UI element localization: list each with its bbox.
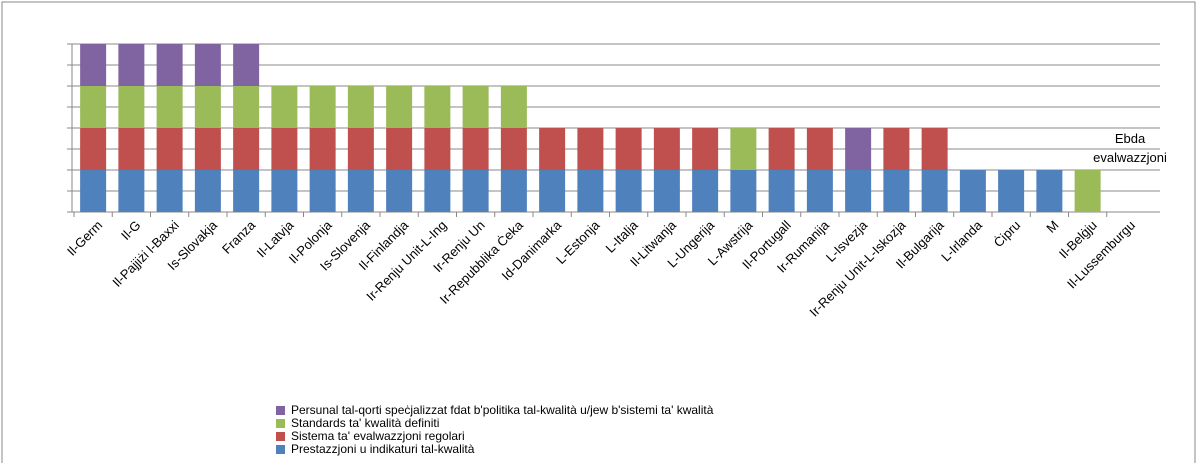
bar-segment <box>118 44 145 86</box>
bar-segment <box>462 86 489 128</box>
bar-segment <box>80 128 107 170</box>
bar-segment <box>156 170 183 212</box>
bar-segment <box>233 86 260 128</box>
bar-segment <box>424 86 451 128</box>
bar-segment <box>615 170 642 212</box>
bar-segment <box>1074 170 1101 212</box>
bar-segment <box>921 170 948 212</box>
bar-segment <box>309 128 336 170</box>
bar-segment <box>692 128 719 170</box>
bar-segment <box>730 170 757 212</box>
x-tick-label: Il-Pajjiżi l-Baxxi <box>109 217 181 289</box>
x-tick-label: Franza <box>219 217 259 257</box>
bar-segment <box>194 170 221 212</box>
bar-segment <box>615 128 642 170</box>
bar-segment <box>768 170 795 212</box>
bar-segment <box>730 128 757 170</box>
annotation: evalwazzjoni <box>1093 150 1167 165</box>
bar-segment <box>156 86 183 128</box>
bar-segment <box>80 170 107 212</box>
bar-segment <box>424 170 451 212</box>
legend-swatch <box>276 445 285 454</box>
legend-swatch <box>276 406 285 415</box>
bar-segment <box>692 170 719 212</box>
bar-segment <box>653 170 680 212</box>
bar-segment <box>309 86 336 128</box>
bar-segment <box>424 128 451 170</box>
bar-segment <box>921 128 948 170</box>
bar-segment <box>271 86 298 128</box>
bar-segment <box>80 44 107 86</box>
bar-segment <box>845 170 872 212</box>
legend-label: Prestazzjoni u indikaturi tal-kwalità <box>291 442 475 456</box>
bar-segment <box>462 170 489 212</box>
bar-segment <box>768 128 795 170</box>
legend-label: Persunal tal-qorti speċjalizzat fdat b'p… <box>291 403 714 417</box>
x-tick-label: Il-Lussemburgu <box>1064 218 1138 292</box>
bar-segment <box>806 170 833 212</box>
bar-segment <box>118 170 145 212</box>
bar-segment <box>118 86 145 128</box>
bar-segment <box>271 128 298 170</box>
bar-segment <box>577 170 604 212</box>
legend-swatch <box>276 419 285 428</box>
bar-segment <box>998 170 1025 212</box>
legend-swatch <box>276 432 285 441</box>
bar-segment <box>500 86 527 128</box>
bar-segment <box>194 128 221 170</box>
x-tick-label: Il-Germ <box>64 218 105 259</box>
bar-segment <box>539 128 566 170</box>
bar-segment <box>500 128 527 170</box>
bar-segment <box>883 128 910 170</box>
x-tick-label: Il-G <box>118 218 143 243</box>
bar-segment <box>233 44 260 86</box>
bar-segment <box>386 86 413 128</box>
x-tick-label: M <box>1043 218 1061 236</box>
bar-segment <box>347 128 374 170</box>
bar-segment <box>500 170 527 212</box>
x-tick-label: L-Irlanda <box>938 217 985 264</box>
bar-segment <box>156 44 183 86</box>
bar-segment <box>959 170 986 212</box>
x-tick-label: Ċipru <box>991 218 1024 251</box>
bar-segment <box>80 86 107 128</box>
annotation: Ebda <box>1115 131 1146 146</box>
legend-label: Sistema ta' evalwazzjoni regolari <box>291 429 465 443</box>
bar-segment <box>271 170 298 212</box>
bar-segment <box>347 170 374 212</box>
bar-segment <box>233 128 260 170</box>
bar-segment <box>577 128 604 170</box>
bar-segment <box>233 170 260 212</box>
bar-segment <box>653 128 680 170</box>
bar-segment <box>194 44 221 86</box>
bar-segment <box>1036 170 1063 212</box>
bar-segment <box>156 128 183 170</box>
bar-segment <box>194 86 221 128</box>
legend-label: Standards ta' kwalità definiti <box>291 416 439 430</box>
bar-segment <box>806 128 833 170</box>
bar-segment <box>462 128 489 170</box>
bar-segment <box>118 128 145 170</box>
bar-segment <box>386 128 413 170</box>
bar-segment <box>386 170 413 212</box>
bar-segment <box>347 86 374 128</box>
bar-segment <box>539 170 566 212</box>
bar-segment <box>309 170 336 212</box>
bar-segment <box>883 170 910 212</box>
bar-segment <box>845 128 872 170</box>
